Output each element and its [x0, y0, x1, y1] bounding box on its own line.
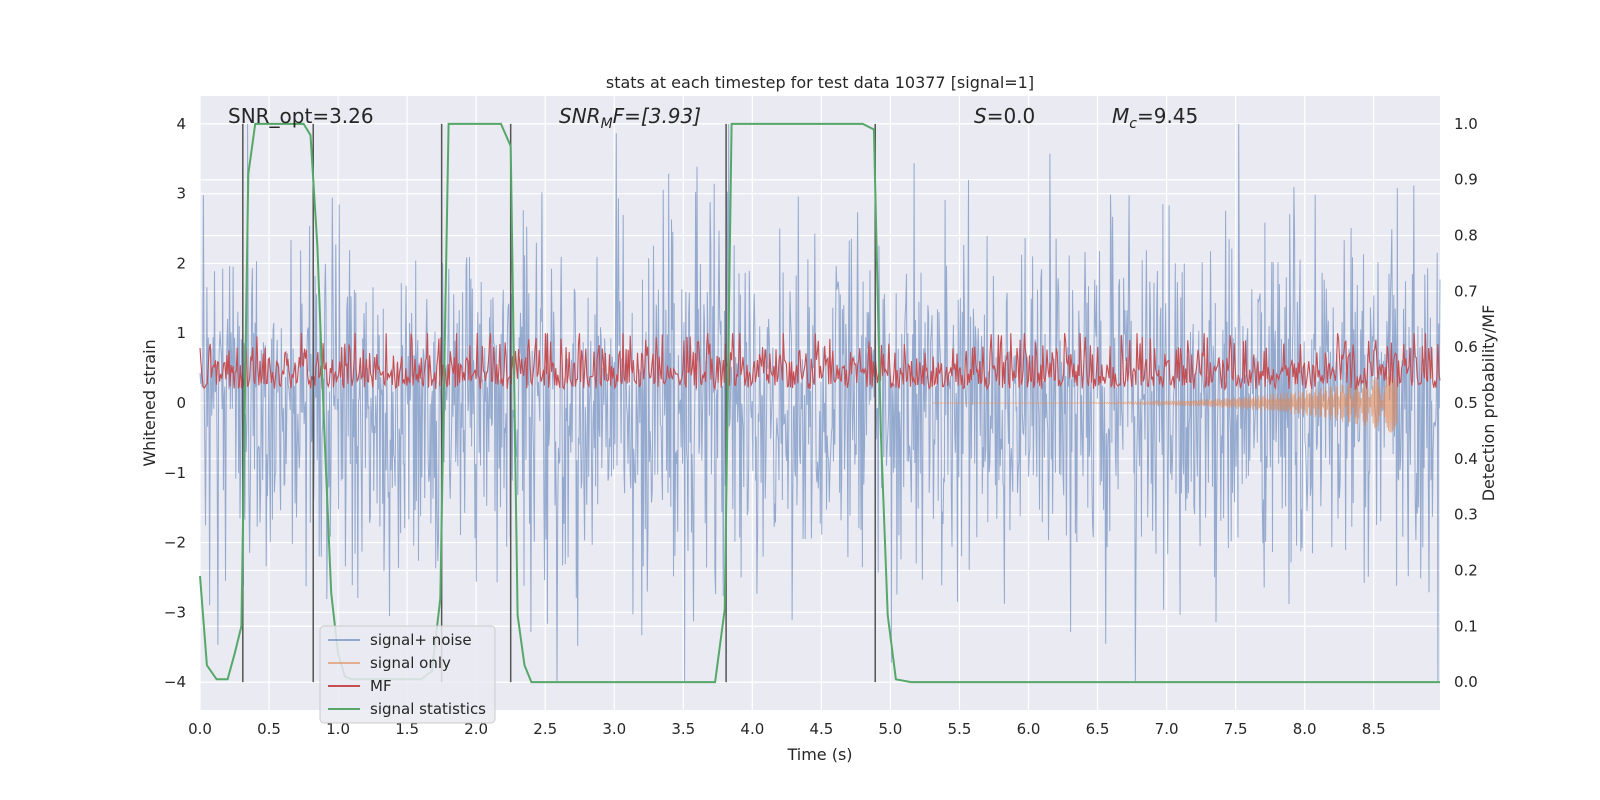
annotation-s: S=0.0 — [974, 104, 1035, 128]
y-axis-label-right: Detection probability/MF — [1479, 305, 1498, 502]
chart-title: stats at each timestep for test data 103… — [606, 73, 1034, 92]
annotation-mc-base: M — [1112, 104, 1129, 128]
x-tick-label: 1.0 — [326, 720, 350, 738]
y-tick-label: 1 — [176, 324, 186, 342]
y-tick-label: −4 — [164, 673, 186, 691]
annotation-mc-rest: =9.45 — [1137, 104, 1198, 128]
x-axis-label: Time (s) — [786, 745, 852, 764]
y-tick-label-right: 0.4 — [1454, 450, 1478, 468]
x-tick-label: 6.5 — [1086, 720, 1110, 738]
y-tick-label-right: 0.1 — [1454, 617, 1478, 635]
x-tick-label: 5.5 — [948, 720, 972, 738]
x-tick-label: 2.0 — [464, 720, 488, 738]
x-tick-label: 8.0 — [1293, 720, 1317, 738]
x-tick-label: 8.5 — [1362, 720, 1386, 738]
y-tick-label: −1 — [164, 464, 186, 482]
annotation-snr-mf-sub: M — [601, 116, 613, 132]
y-tick-label-right: 0.0 — [1454, 673, 1478, 691]
legend-label-statistics: signal statistics — [370, 700, 486, 718]
legend: signal+ noise signal only MF signal stat… — [319, 625, 496, 724]
legend-box — [319, 625, 496, 724]
x-ticks: 0.0 0.5 1.0 1.5 2.0 2.5 3.0 3.5 4.0 4.5 5.0 5.5 6.0 6… — [188, 720, 1386, 738]
x-tick-label: 0.0 — [188, 720, 212, 738]
y-ticks: −4 −3 −2 −1 0 1 2 3 4 — [164, 115, 186, 691]
signal-only-line — [931, 373, 1398, 433]
x-tick-label: 2.5 — [533, 720, 557, 738]
annotation-mc: Mc=9.45 — [1112, 104, 1198, 132]
y-ticks-right: 0.0 0.1 0.2 0.3 0.4 0.5 0.6 0.7 0.8 0.9 1.0 — [1454, 115, 1478, 691]
y-tick-label: 2 — [176, 254, 186, 272]
y-tick-label: 4 — [176, 115, 186, 133]
y-tick-label-right: 0.9 — [1454, 171, 1478, 189]
x-tick-label: 0.5 — [257, 720, 281, 738]
y-tick-label-right: 0.7 — [1454, 282, 1478, 300]
x-tick-label: 5.0 — [878, 720, 902, 738]
y-tick-label-right: 0.3 — [1454, 506, 1478, 524]
vertical-lines — [242, 123, 876, 683]
x-tick-label: 1.5 — [395, 720, 419, 738]
y-tick-label: 0 — [176, 394, 186, 412]
legend-label-signal-noise: signal+ noise — [370, 631, 472, 649]
y-tick-label-right: 0.6 — [1454, 338, 1478, 356]
annotation-snr-mf-rest: F=[3.93] — [613, 104, 701, 128]
annotation-s-base: S — [974, 104, 987, 128]
y-axis-label: Whitened strain — [140, 339, 159, 466]
y-tick-label-right: 0.2 — [1454, 561, 1478, 579]
legend-label-mf: MF — [370, 677, 392, 695]
x-tick-label: 7.0 — [1155, 720, 1179, 738]
x-tick-label: 7.5 — [1224, 720, 1248, 738]
annotation-mc-sub: c — [1129, 116, 1137, 132]
x-tick-label: 4.5 — [809, 720, 833, 738]
annotation-snr-mf: SNRMF=[3.93] — [559, 104, 701, 132]
mf-series — [199, 333, 1441, 392]
y-tick-label: −2 — [164, 534, 186, 552]
signal-statistics-line — [199, 122, 1440, 684]
mf-line — [199, 333, 1441, 392]
x-tick-label: 6.0 — [1017, 720, 1041, 738]
annotation-snr-mf-base: SNR — [559, 104, 601, 128]
y-tick-label-right: 1.0 — [1454, 115, 1478, 133]
y-tick-label-right: 0.5 — [1454, 394, 1478, 412]
x-tick-label: 3.5 — [671, 720, 695, 738]
annotation-s-rest: =0.0 — [987, 104, 1036, 128]
annotation-snr-opt: SNR_opt=3.26 — [228, 104, 374, 128]
signal-only-series — [931, 373, 1398, 433]
y-tick-label-right: 0.8 — [1454, 227, 1478, 245]
x-tick-label: 3.0 — [602, 720, 626, 738]
signal-statistics-series — [199, 122, 1440, 684]
y-tick-label: 3 — [176, 185, 186, 203]
y-tick-label: −3 — [164, 603, 186, 621]
legend-label-signal-only: signal only — [370, 654, 451, 672]
x-tick-label: 4.0 — [740, 720, 764, 738]
